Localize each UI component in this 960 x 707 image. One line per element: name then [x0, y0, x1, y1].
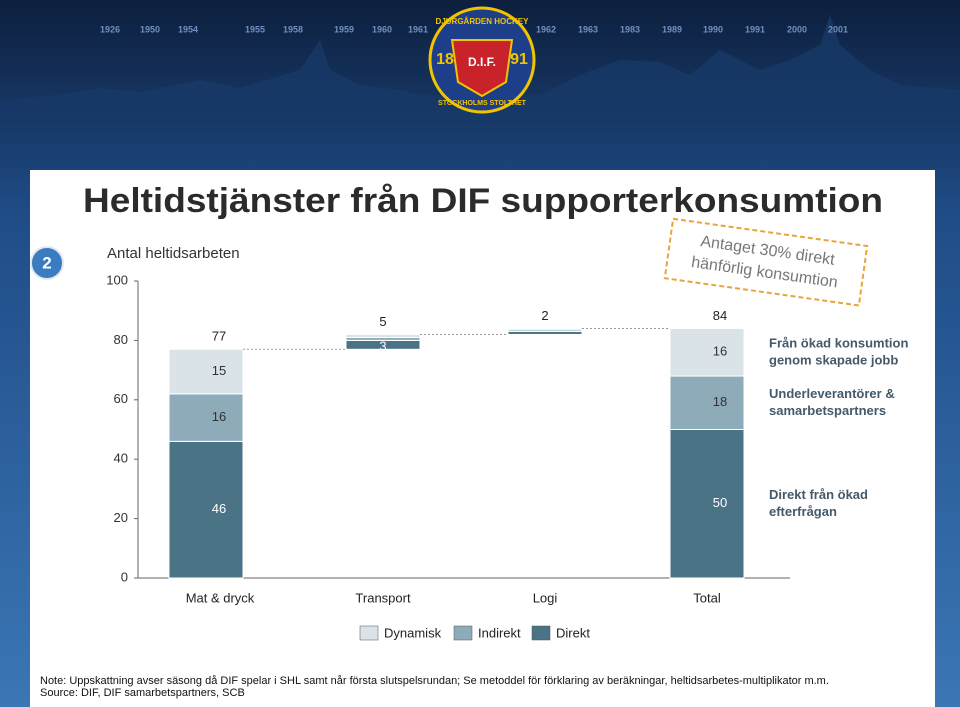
annotation-line: samarbetspartners: [769, 403, 886, 418]
legend-label: Indirekt: [478, 625, 521, 640]
data-label: 15: [212, 363, 226, 378]
year-label: 1958: [283, 24, 303, 34]
x-tick-label: Transport: [355, 590, 411, 605]
y-tick-label: 0: [121, 569, 128, 584]
annotation-line: Från ökad konsumtion: [769, 336, 908, 351]
year-label: 1926: [100, 24, 120, 34]
year-label: 2001: [828, 24, 848, 34]
year-label: 1962: [536, 24, 556, 34]
year-label: 1954: [178, 24, 198, 34]
legend-swatch: [359, 625, 379, 641]
year-label: 1983: [620, 24, 640, 34]
data-label: 3: [379, 338, 386, 353]
series-annotation: Från ökad konsumtion genom skapade jobb: [769, 336, 908, 368]
year-label: 1963: [578, 24, 598, 34]
total-label: 2: [541, 308, 548, 323]
total-label: 77: [212, 329, 226, 344]
logo-text: D.I.F.: [468, 55, 496, 69]
year-label: 1989: [662, 24, 682, 34]
legend-swatch: [453, 625, 473, 641]
year-label: 1961: [408, 24, 428, 34]
y-tick-label: 20: [114, 510, 128, 525]
y-axis-label: Antal heltidsarbeten: [107, 245, 240, 262]
page-number: 2: [42, 253, 51, 272]
logo-text: DJURGÅRDEN HOCKEY: [436, 17, 530, 26]
logo-text: 18: [436, 51, 454, 68]
source: Source: DIF, DIF samarbetspartners, SCB: [40, 687, 245, 699]
year-label: 1991: [745, 24, 765, 34]
bar-segment: [669, 328, 745, 377]
skyline: [0, 15, 960, 120]
data-label: 46: [212, 501, 226, 516]
bar-segment: [168, 348, 244, 395]
total-label: 5: [379, 314, 386, 329]
bar-segment: [669, 375, 745, 431]
y-tick-label: 60: [114, 391, 128, 406]
data-label: 50: [713, 495, 727, 510]
data-label: 16: [212, 409, 226, 424]
total-label: 84: [713, 308, 727, 323]
data-label: 16: [713, 344, 727, 359]
callout-box: [663, 217, 869, 307]
x-tick-label: Total: [693, 590, 721, 605]
legend-swatch: [531, 625, 551, 641]
note: Note: Uppskattning avser säsong då DIF s…: [40, 675, 829, 687]
series-annotation: Direkt från ökad efterfrågan: [769, 487, 868, 519]
year-label: 1955: [245, 24, 265, 34]
y-tick-label: 80: [114, 332, 128, 347]
series-annotation: Underleverantörer & samarbetspartners: [769, 386, 895, 418]
bar-segment: [345, 333, 421, 338]
annotation-line: Underleverantörer &: [769, 386, 895, 401]
x-tick-label: Mat & dryck: [186, 590, 255, 605]
bar-segment: [168, 440, 244, 579]
year-label: 1960: [372, 24, 392, 34]
x-tick-label: Logi: [533, 590, 558, 605]
year-label: 1950: [140, 24, 160, 34]
bar-segment: [168, 393, 244, 442]
annotation-line: efterfrågan: [769, 504, 837, 519]
annotation-line: Direkt från ökad: [769, 487, 868, 502]
data-label: 18: [713, 394, 727, 409]
y-tick-label: 40: [114, 451, 128, 466]
bar-segment: [669, 429, 745, 579]
legend-label: Direkt: [556, 625, 590, 640]
year-label: 1959: [334, 24, 354, 34]
year-label: 2000: [787, 24, 807, 34]
year-label: 1990: [703, 24, 723, 34]
y-tick-label: 100: [106, 272, 128, 287]
page-badge: [30, 246, 64, 280]
logo: [428, 6, 536, 114]
chart-title: Heltidstjänster från DIF supporterkonsum…: [83, 182, 883, 220]
logo-text: 91: [510, 51, 528, 68]
callout: Antaget 30% direkt hänförlig konsumtion: [663, 217, 869, 307]
legend-label: Dynamisk: [384, 625, 442, 640]
bar-segment: [507, 328, 583, 331]
logo-text: STOCKHOLMS STOLTHET: [438, 100, 527, 107]
annotation-line: genom skapade jobb: [769, 353, 898, 368]
